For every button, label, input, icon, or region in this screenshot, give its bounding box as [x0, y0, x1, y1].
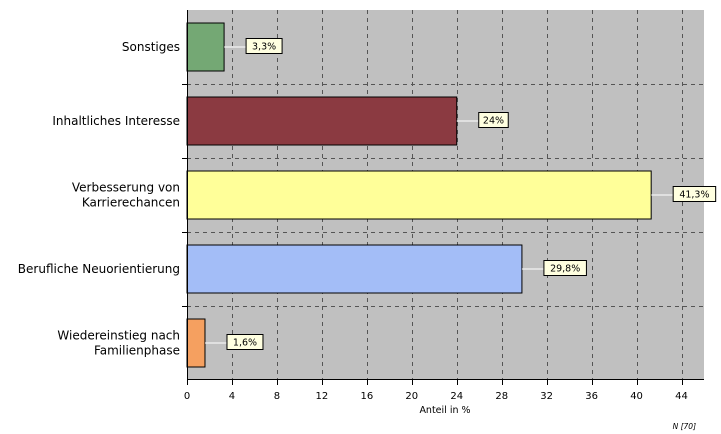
data-label: 29,8% — [550, 264, 580, 275]
x-tick-label: 12 — [316, 391, 329, 402]
category-label: Verbesserung von — [72, 181, 180, 195]
data-label-box — [543, 260, 587, 276]
bar — [186, 318, 206, 368]
category-labels: Sonstiges Inhaltliches Interesse Verbesser… — [18, 40, 180, 358]
bar — [186, 244, 523, 294]
data-label: 41,3% — [679, 190, 709, 201]
x-tick-label: 32 — [540, 391, 553, 402]
category-label: Berufliche Neuorientierung — [18, 262, 180, 276]
category-label: Karrierechancen — [82, 196, 180, 210]
x-tick-label: 0 — [184, 391, 190, 402]
data-label: 24% — [483, 116, 504, 127]
data-label: 1,6% — [233, 338, 257, 349]
bar — [186, 170, 652, 220]
bar — [186, 96, 458, 146]
x-tick-label: 44 — [675, 391, 688, 402]
data-label-box — [672, 186, 717, 202]
category-label: Familienphase — [94, 344, 180, 358]
sample-size-note: N [70] — [673, 422, 696, 431]
data-label-box — [226, 334, 264, 350]
x-tick-label: 28 — [495, 391, 508, 402]
category-label: Wiedereinstieg nach — [57, 329, 180, 343]
x-tick-label: 20 — [405, 391, 418, 402]
data-label-box — [478, 112, 509, 128]
category-label: Inhaltliches Interesse — [52, 114, 180, 128]
bar — [186, 22, 225, 72]
x-tick-label: 24 — [450, 391, 463, 402]
x-axis-title: Anteil in % — [419, 405, 470, 416]
x-tick-label: 40 — [630, 391, 643, 402]
x-axis-ticks: 0 4 8 12 16 20 24 28 32 36 40 44 — [182, 84, 688, 402]
category-label: Sonstiges — [122, 40, 180, 54]
x-tick-label: 4 — [229, 391, 235, 402]
data-label-box — [245, 38, 283, 54]
x-tick-label: 36 — [585, 391, 598, 402]
x-tick-label: 16 — [360, 391, 373, 402]
x-tick-label: 8 — [274, 391, 280, 402]
data-label: 3,3% — [252, 42, 276, 53]
bars-group: 3,3% 24% 41,3% 29,8% 1,6% — [186, 22, 717, 368]
